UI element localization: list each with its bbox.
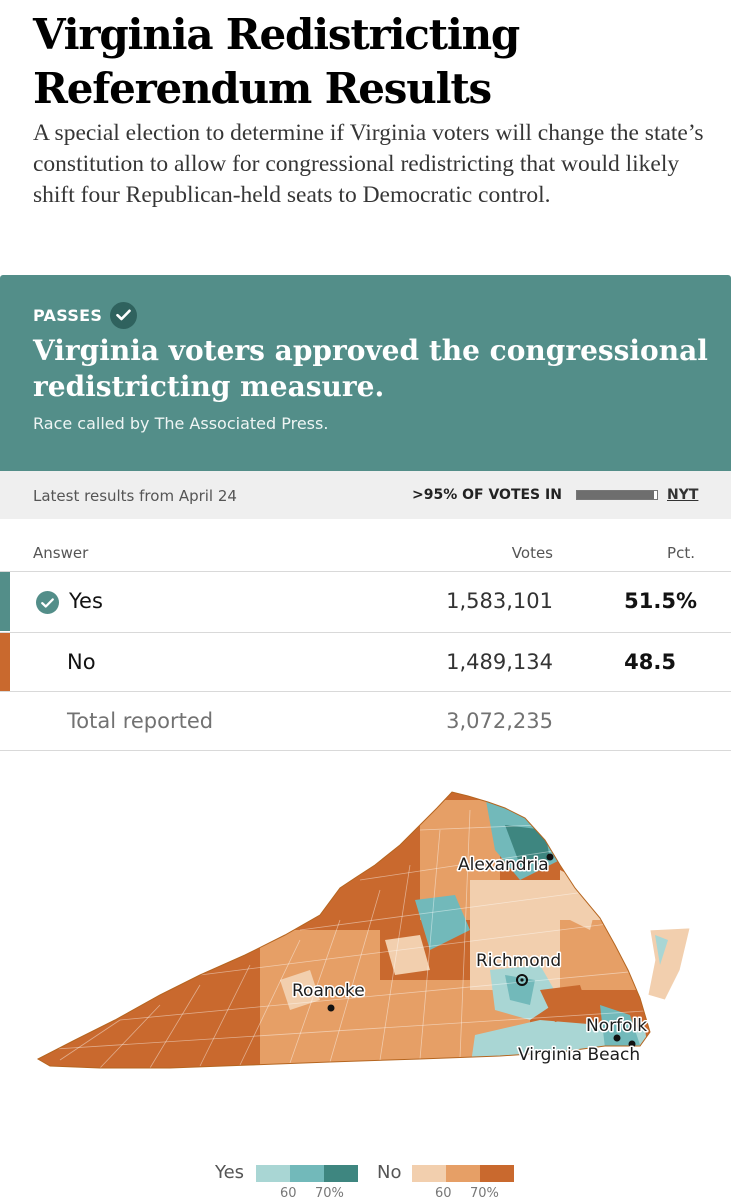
city-marker-alexandria: Alexandria [457,853,554,877]
table-row-no: No 1,489,134 48.5 [0,632,731,692]
virginia-map-svg: Alexandria Richmond Roanoke Norfolk Virg… [36,791,691,1069]
winner-checkmark-icon [36,591,59,614]
latest-results-text: Latest results from April 24 [33,487,237,505]
race-called-note: Race called by The Associated Press. [33,414,329,433]
county-results-map: Alexandria Richmond Roanoke Norfolk Virg… [0,770,731,1100]
legend-no-tick-60: 60 [435,1186,452,1200]
eastern-shore [647,927,691,1001]
answer-column-header: Answer [33,544,89,562]
legend-no-label: No [377,1162,402,1183]
legend-yes-tick-60: 60 [280,1186,297,1200]
richmond-label: Richmond [476,951,561,971]
table-row-total: Total reported 3,072,235 [0,691,731,751]
virginia-beach-label: Virginia Beach [518,1045,640,1065]
nyt-estimate-link[interactable]: NYT [667,487,699,503]
result-banner: PASSES Virginia voters approved the cong… [0,275,731,471]
legend-yes-swatch-1 [256,1165,290,1182]
legend-yes-tick-70: 70% [315,1186,344,1200]
legend-no-swatch-1 [412,1165,446,1182]
votes-no: 1,489,134 [446,650,553,674]
city-marker-norfolk: Norfolk [585,1015,649,1042]
city-marker-roanoke: Roanoke [291,980,366,1012]
total-label: Total reported [67,709,214,733]
yes-color-bar [0,572,10,631]
votes-in-progress-bar [576,490,658,500]
pct-yes: 51.5% [624,589,697,613]
pct-no: 48.5 [624,650,676,674]
passes-label: PASSES [33,305,103,325]
alexandria-label: Alexandria [458,855,549,875]
pct-column-header: Pct. [667,544,695,562]
votes-column-header: Votes [511,544,553,562]
page-title: Virginia Redistricting Referendum Result… [33,10,520,113]
norfolk-label: Norfolk [586,1016,647,1036]
eastern-shore-yes-county [655,935,668,965]
city-marker-richmond: Richmond [475,950,563,986]
votes-yes: 1,583,101 [446,589,553,613]
passes-status: PASSES [33,301,138,329]
article-summary: A special election to determine if Virgi… [33,120,704,208]
table-row-yes: Yes 1,583,101 51.5% [0,571,731,631]
city-marker-virginia-beach: Virginia Beach [517,1040,642,1067]
no-color-bar [0,633,10,692]
answer-yes: Yes [69,589,103,613]
map-legend: Yes 60 70% No 60 70% [0,1155,731,1200]
total-votes: 3,072,235 [446,709,553,733]
votes-in-label: >95% OF VOTES IN [412,487,562,503]
legend-no-tick-70: 70% [470,1186,499,1200]
results-status-bar: Latest results from April 24 >95% OF VOT… [0,471,731,519]
votes-in-progress-fill [577,491,654,499]
legend-no-swatch-2 [446,1165,480,1182]
legend-yes-swatch-2 [290,1165,324,1182]
legend-yes-swatch-3 [324,1165,358,1182]
legend-no-swatch-3 [480,1165,514,1182]
checkmark-icon [110,301,138,329]
results-table-header: Answer Votes Pct. [0,540,731,570]
banner-title: Virginia voters approved the congression… [33,334,708,403]
legend-yes-label: Yes [215,1162,245,1183]
answer-no: No [67,650,96,674]
roanoke-label: Roanoke [292,981,365,1001]
